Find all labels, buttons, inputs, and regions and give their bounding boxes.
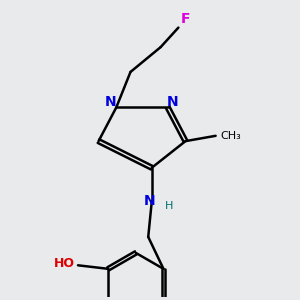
Text: N: N (105, 95, 117, 109)
Text: F: F (181, 12, 191, 26)
Text: H: H (165, 201, 174, 211)
Text: HO: HO (53, 257, 74, 270)
Text: N: N (144, 194, 156, 208)
Text: N: N (167, 95, 179, 109)
Text: CH₃: CH₃ (220, 131, 241, 141)
